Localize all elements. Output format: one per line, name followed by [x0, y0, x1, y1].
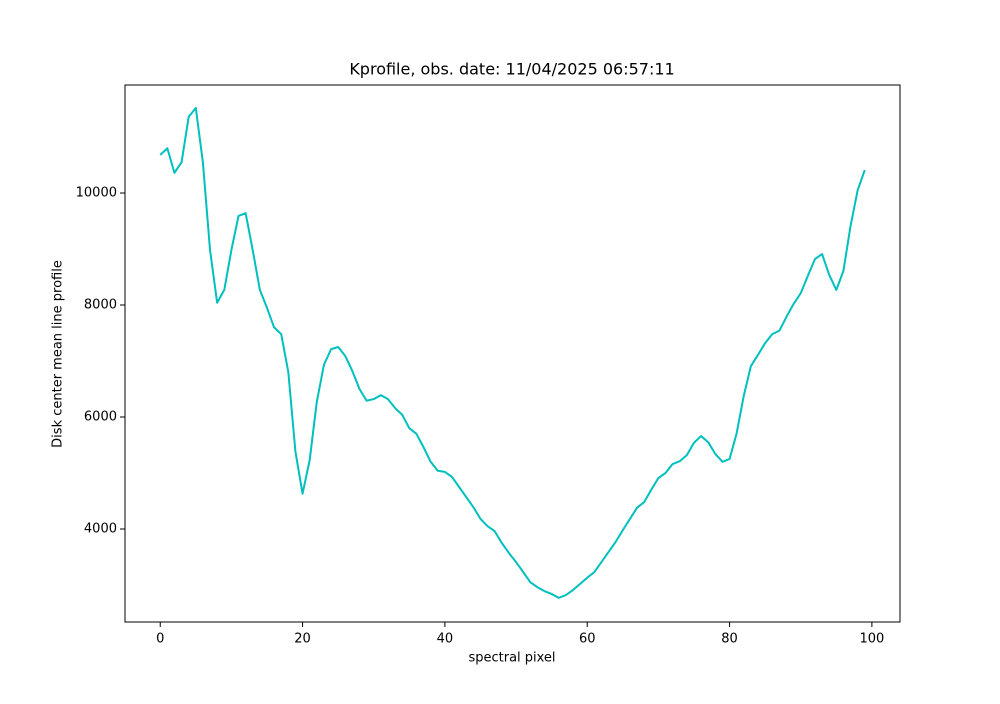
x-axis-label: spectral pixel — [468, 651, 555, 666]
y-tick-label: 10000 — [76, 186, 117, 201]
data-line — [159, 106, 866, 599]
x-tick-label: 100 — [859, 632, 884, 647]
chart-title: Kprofile, obs. date: 11/04/2025 06:57:11 — [349, 60, 674, 79]
y-tick-label: 4000 — [84, 521, 117, 536]
x-tick-label: 0 — [156, 632, 164, 647]
x-tick-label: 60 — [579, 632, 596, 647]
x-tick-label: 80 — [721, 632, 738, 647]
plot-frame — [124, 84, 901, 623]
x-tick-label: 20 — [294, 632, 311, 647]
y-axis-label: Disk center mean line profile — [51, 260, 66, 448]
y-tick-label: 6000 — [84, 409, 117, 424]
x-tick-label: 40 — [437, 632, 454, 647]
y-tick-label: 8000 — [84, 298, 117, 313]
